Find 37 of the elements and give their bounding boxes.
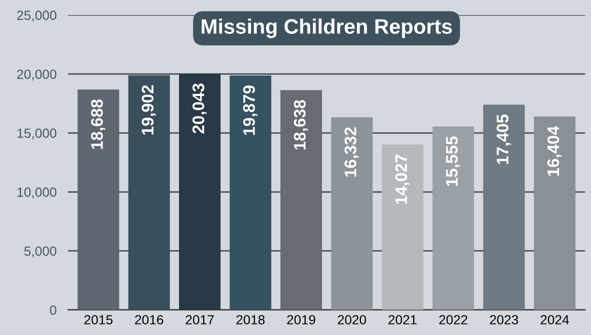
x-tick-label: 2020 [338,315,366,324]
data-label: 15,555 [446,136,460,186]
data-label: 19,902 [142,85,156,135]
bar [534,116,576,310]
data-label: 14,027 [395,154,410,204]
bar [331,117,373,310]
data-label: 18,688 [91,99,106,149]
y-tick-label: 15,000 [18,128,56,140]
bar [432,126,474,310]
y-tick-label: 25,000 [17,10,56,22]
bar [280,90,322,310]
data-label: 16,404 [547,126,562,176]
y-tick-label: 5,000 [24,246,56,258]
x-tick-label: 2019 [287,315,316,324]
x-tick-label: 2024 [540,315,569,324]
x-tick-label: 2016 [135,315,164,324]
y-tick-label: 0 [50,305,56,315]
x-tick-label: 2022 [439,315,468,324]
data-label: 18,638 [294,100,308,150]
bar [382,144,424,310]
y-tick-label: 10,000 [18,188,56,198]
bar [483,104,525,310]
x-tick-label: 2023 [490,315,518,324]
bar [128,75,170,310]
data-label: 20,043 [192,84,207,134]
x-tick-label: 2018 [236,315,265,324]
bar [78,90,120,310]
x-tick-label: 2021 [388,315,417,324]
bar [178,74,221,310]
bar [230,75,272,310]
x-tick-label: 2017 [186,315,214,324]
y-tick-label: 20,000 [17,70,56,81]
x-tick-label: 2015 [84,315,113,324]
data-label: 17,405 [496,114,511,164]
chart-title: Missing Children Reports [202,18,452,38]
data-label: 19,879 [243,86,258,135]
data-label: 16,332 [344,127,359,177]
